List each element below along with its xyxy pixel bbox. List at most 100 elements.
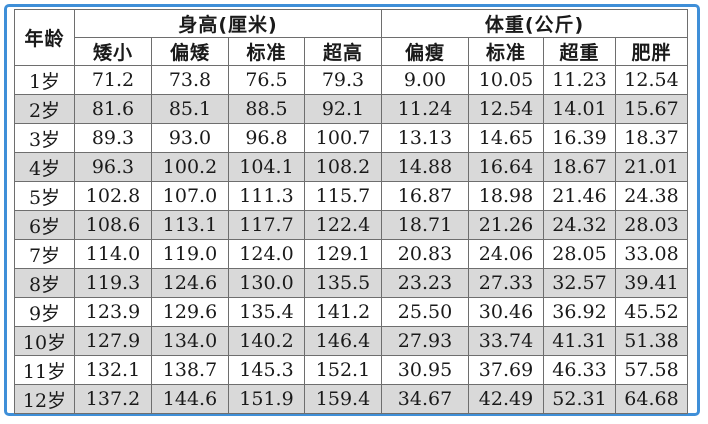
- age-cell: 7岁: [15, 240, 75, 269]
- age-cell: 8岁: [15, 269, 75, 298]
- height-value-cell: 113.1: [152, 211, 229, 240]
- weight-value-cell: 34.67: [382, 385, 469, 414]
- age-cell: 2岁: [15, 95, 75, 124]
- weight-column-header: 偏瘦: [382, 38, 469, 66]
- weight-value-cell: 11.24: [382, 95, 469, 124]
- weight-value-cell: 18.71: [382, 211, 469, 240]
- weight-column-header: 超重: [544, 38, 616, 66]
- height-value-cell: 123.9: [75, 298, 152, 327]
- weight-value-cell: 18.67: [544, 153, 616, 182]
- height-group-header: 身高(厘米): [75, 10, 382, 38]
- weight-value-cell: 11.23: [544, 66, 616, 95]
- height-value-cell: 104.1: [229, 153, 305, 182]
- age-cell: 4岁: [15, 153, 75, 182]
- weight-value-cell: 24.06: [469, 240, 544, 269]
- weight-value-cell: 14.65: [469, 124, 544, 153]
- weight-value-cell: 46.33: [544, 356, 616, 385]
- height-value-cell: 130.0: [229, 269, 305, 298]
- age-cell: 12岁: [15, 385, 75, 414]
- weight-value-cell: 27.93: [382, 327, 469, 356]
- growth-standard-table: 年龄 身高(厘米) 体重(公斤) 矮小 偏矮 标准 超高 偏瘦 标准 超重 肥胖…: [14, 9, 688, 414]
- height-column-header: 标准: [229, 38, 305, 66]
- height-value-cell: 71.2: [75, 66, 152, 95]
- weight-group-header: 体重(公斤): [382, 10, 688, 38]
- height-value-cell: 79.3: [305, 66, 382, 95]
- weight-value-cell: 36.92: [544, 298, 616, 327]
- table-row: 1岁71.273.876.579.39.0010.0511.2312.54: [15, 66, 688, 95]
- height-value-cell: 114.0: [75, 240, 152, 269]
- height-value-cell: 117.7: [229, 211, 305, 240]
- age-cell: 10岁: [15, 327, 75, 356]
- table-body: 1岁71.273.876.579.39.0010.0511.2312.542岁 8…: [15, 66, 688, 414]
- weight-value-cell: 51.38: [616, 327, 688, 356]
- height-value-cell: 129.6: [152, 298, 229, 327]
- height-value-cell: 151.9: [229, 385, 305, 414]
- height-value-cell: 88.5: [229, 95, 305, 124]
- height-value-cell: 141.2: [305, 298, 382, 327]
- height-value-cell: 96.3: [75, 153, 152, 182]
- height-value-cell: 119.0: [152, 240, 229, 269]
- weight-value-cell: 52.31: [544, 385, 616, 414]
- height-value-cell: 108.6: [75, 211, 152, 240]
- weight-value-cell: 14.01: [544, 95, 616, 124]
- weight-column-header: 肥胖: [616, 38, 688, 66]
- height-value-cell: 132.1: [75, 356, 152, 385]
- height-value-cell: 137.2: [75, 385, 152, 414]
- height-value-cell: 108.2: [305, 153, 382, 182]
- height-value-cell: 92.1: [305, 95, 382, 124]
- height-value-cell: 73.8: [152, 66, 229, 95]
- weight-value-cell: 30.46: [469, 298, 544, 327]
- weight-value-cell: 10.05: [469, 66, 544, 95]
- weight-value-cell: 14.88: [382, 153, 469, 182]
- weight-value-cell: 16.39: [544, 124, 616, 153]
- height-value-cell: 85.1: [152, 95, 229, 124]
- weight-value-cell: 30.95: [382, 356, 469, 385]
- height-value-cell: 138.7: [152, 356, 229, 385]
- age-cell: 9岁: [15, 298, 75, 327]
- weight-value-cell: 25.50: [382, 298, 469, 327]
- age-cell: 1岁: [15, 66, 75, 95]
- weight-value-cell: 27.33: [469, 269, 544, 298]
- table-row: 11岁132.1138.7145.3152.130.9537.6946.3357…: [15, 356, 688, 385]
- table-row: 6岁108.6113.1117.7122.418.7121.2624.3228.…: [15, 211, 688, 240]
- weight-value-cell: 57.58: [616, 356, 688, 385]
- height-value-cell: 124.0: [229, 240, 305, 269]
- weight-value-cell: 41.31: [544, 327, 616, 356]
- table-row: 3岁89.393.096.8100.713.1314.6516.3918.37: [15, 124, 688, 153]
- height-value-cell: 93.0: [152, 124, 229, 153]
- height-value-cell: 107.0: [152, 182, 229, 211]
- height-value-cell: 144.6: [152, 385, 229, 414]
- weight-value-cell: 12.54: [616, 66, 688, 95]
- weight-value-cell: 18.98: [469, 182, 544, 211]
- height-value-cell: 135.5: [305, 269, 382, 298]
- weight-value-cell: 15.67: [616, 95, 688, 124]
- weight-column-header: 标准: [469, 38, 544, 66]
- height-value-cell: 159.4: [305, 385, 382, 414]
- age-column-header: 年龄: [15, 10, 75, 66]
- weight-value-cell: 28.05: [544, 240, 616, 269]
- table-row: 12岁137.2144.6151.9159.434.6742.4952.3164…: [15, 385, 688, 414]
- weight-value-cell: 39.41: [616, 269, 688, 298]
- height-value-cell: 119.3: [75, 269, 152, 298]
- age-cell: 5岁: [15, 182, 75, 211]
- weight-value-cell: 21.26: [469, 211, 544, 240]
- height-value-cell: 152.1: [305, 356, 382, 385]
- weight-value-cell: 21.46: [544, 182, 616, 211]
- height-value-cell: 102.8: [75, 182, 152, 211]
- weight-value-cell: 9.00: [382, 66, 469, 95]
- weight-value-cell: 28.03: [616, 211, 688, 240]
- height-value-cell: 145.3: [229, 356, 305, 385]
- height-value-cell: 135.4: [229, 298, 305, 327]
- age-cell: 11岁: [15, 356, 75, 385]
- table-row: 10岁127.9134.0140.2146.427.9333.7441.3151…: [15, 327, 688, 356]
- height-column-header: 偏矮: [152, 38, 229, 66]
- table-row: 7岁114.0119.0124.0129.120.8324.0628.0533.…: [15, 240, 688, 269]
- weight-value-cell: 20.83: [382, 240, 469, 269]
- weight-value-cell: 24.32: [544, 211, 616, 240]
- weight-value-cell: 16.64: [469, 153, 544, 182]
- weight-value-cell: 32.57: [544, 269, 616, 298]
- height-value-cell: 96.8: [229, 124, 305, 153]
- table-row: 8岁119.3124.6130.0135.523.2327.3332.5739.…: [15, 269, 688, 298]
- age-cell: 3岁: [15, 124, 75, 153]
- height-value-cell: 129.1: [305, 240, 382, 269]
